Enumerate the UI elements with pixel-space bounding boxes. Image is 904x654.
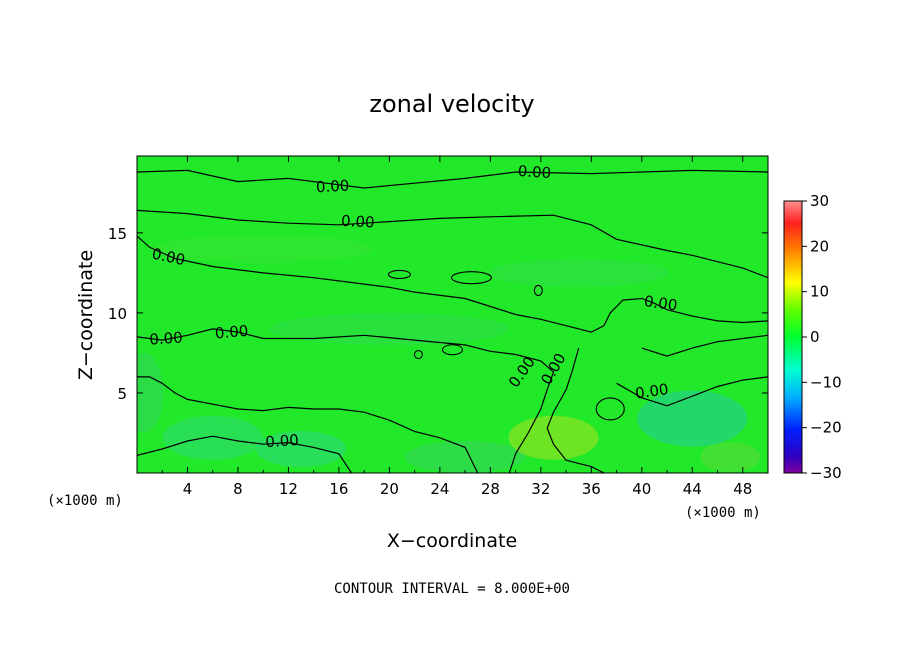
y-tick-label: 15 [108,225,127,243]
plot-area: 0.000.000.000.000.000.00 0.000.000.000.00… [108,155,769,498]
contour-label: 0.00 [634,380,670,402]
colorbar-tick-label: −30 [810,464,842,482]
contour-label: 0.00 [265,431,300,451]
colorbar-tick-label: 10 [810,283,829,301]
field-shade [256,430,347,467]
y-axis-ticks: 5 10 15 [108,225,768,403]
contour-line-right-lower [616,376,768,407]
field-shade [162,415,263,460]
contour-label: 0.00 [315,177,349,197]
contour-line-upper-band-top [137,169,768,189]
field-shade [405,440,526,473]
contour-line-centre-diagonal [546,347,605,473]
contour-loop [533,284,543,297]
colorbar-scale [783,200,803,474]
contour-loop [595,397,625,421]
contour-line-mid-band-top [137,235,768,333]
field-shade [153,234,374,263]
colorbar-tick-label: 30 [810,192,829,210]
y-axis-label: Z−coordinate [75,250,97,380]
contour-line-left-lower-band [137,376,479,473]
contour-loop [450,271,492,285]
y-tick-label: 10 [108,305,127,323]
contour-loop [413,349,423,360]
contour-line-right-upper [641,334,768,357]
contour-loop [441,344,464,356]
contour-line-upper-band-bottom [137,209,768,279]
x-tick-label: 32 [531,480,550,498]
field-shade [508,415,599,460]
x-axis-label: X−coordinate [387,530,517,552]
x-tick-label: 16 [329,480,348,498]
colorbar-tick-label: −20 [810,419,842,437]
colorbar-tick-label: −10 [810,373,842,391]
x-tick-label: 20 [380,480,399,498]
x-tick-label: 28 [481,480,500,498]
x-axis-unit: (×1000 m) [685,505,761,521]
contour-label: 0.00 [643,292,679,314]
y-tick-label: 5 [117,385,127,403]
contour-label: 0.00 [214,322,249,343]
contour-lines [137,169,768,473]
x-tick-label: 36 [582,480,601,498]
contour-loop [387,269,412,280]
x-tick-label: 40 [632,480,651,498]
x-axis-ticks: 4 8 12 16 20 24 28 32 36 40 44 48 [161,156,752,498]
x-tick-label: 8 [233,480,243,498]
field-shade [700,441,761,472]
colorbar-tick-label: 0 [810,328,820,346]
colorbar-tick-label: 20 [810,237,829,255]
x-tick-label: 12 [279,480,298,498]
field-shade [269,312,510,345]
contour-labels: 0.000.000.000.000.000.00 0.000.000.000.00… [149,162,679,451]
x-tick-label: 48 [733,480,752,498]
field-shade [137,352,164,433]
contour-label: 0.00 [341,212,375,232]
contour-line-left-bottom [137,435,353,473]
contour-label: 0.00 [517,162,552,182]
x-tick-label: 44 [683,480,702,498]
x-tick-label: 4 [183,480,193,498]
plot-frame [136,155,769,474]
contour-interval-note: CONTOUR INTERVAL = 8.000E+00 [334,581,570,597]
contour-line-mid-band-bottom [137,328,555,473]
chart-title: zonal velocity [369,90,534,118]
field-shade [488,258,669,287]
colorbar-ticks: 30 20 10 0 −10 −20 −30 [802,192,842,482]
y-axis-unit: (×1000 m) [47,493,123,509]
colorbar: 30 20 10 0 −10 −20 −30 [783,192,842,482]
contour-label: 0.00 [149,328,184,348]
x-tick-label: 24 [430,480,449,498]
